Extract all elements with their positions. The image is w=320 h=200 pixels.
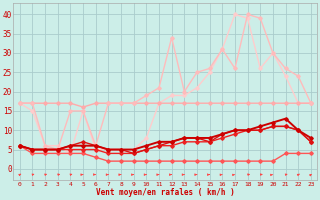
X-axis label: Vent moyen/en rafales ( km/h ): Vent moyen/en rafales ( km/h ) bbox=[96, 188, 235, 197]
